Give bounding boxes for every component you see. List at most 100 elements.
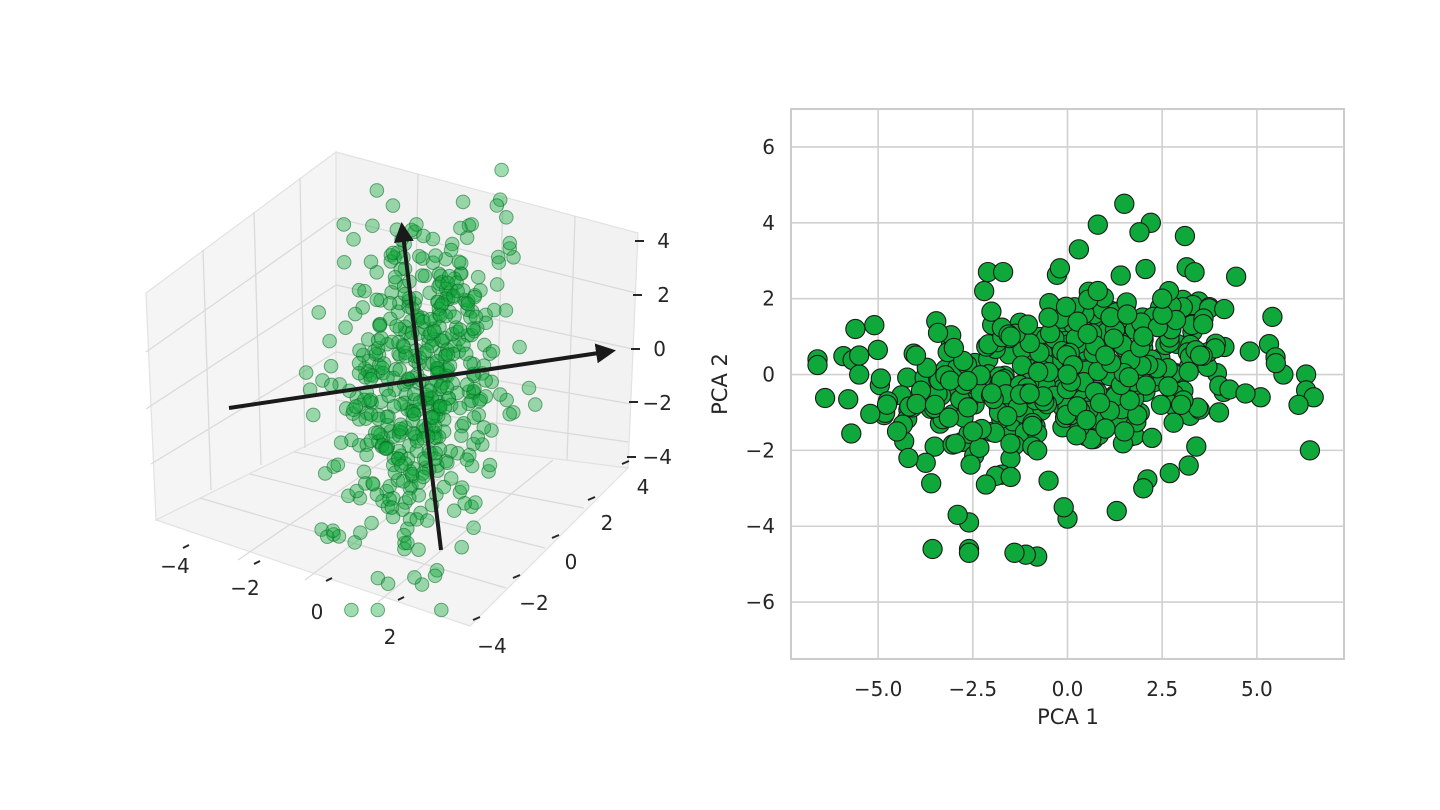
scatter-point-3d [455, 194, 471, 210]
scatter-point-3d [357, 476, 373, 491]
scatter-point-3d [427, 568, 443, 584]
scatter-point-3d [454, 428, 469, 443]
scatter-point [1288, 394, 1309, 416]
scatter-point [958, 542, 980, 563]
scatter-point [864, 315, 885, 336]
x3d-tick-label: 2 [384, 625, 397, 649]
grid-3d-line [495, 196, 504, 453]
scatter-point-3d [352, 490, 368, 506]
scatter-point-3d [394, 458, 409, 474]
x3d-tick-label: −2 [230, 576, 259, 600]
y-tick-label: 6 [762, 135, 775, 159]
scatter-point [927, 322, 949, 343]
scatter-point-3d [374, 330, 389, 346]
scatter-point [1135, 258, 1156, 280]
scatter-point-3d [428, 248, 443, 263]
scatter-point-3d [458, 346, 474, 362]
scatter-point-3d [347, 306, 363, 322]
grid-3d-line [150, 351, 337, 465]
scatter-point [1150, 394, 1172, 415]
scatter-point [1089, 392, 1111, 414]
scatter-point [1184, 262, 1205, 283]
scatter-point-3d [498, 210, 514, 225]
scatter-point-3d [406, 406, 422, 422]
scatter-point [1159, 462, 1180, 484]
scatter-point-3d [427, 418, 443, 434]
scatter-point-3d [425, 231, 441, 247]
scatter-point-3d [363, 407, 379, 422]
scatter-point [945, 433, 966, 454]
scatter-point-3d [351, 282, 367, 298]
scatter-point-3d [384, 500, 400, 515]
scatter-point [1087, 214, 1108, 235]
scatter-point [845, 318, 866, 340]
scatter-point [867, 339, 888, 361]
y-tick-label: 2 [762, 287, 775, 311]
scatter-point [1106, 500, 1127, 522]
scatter-point [1100, 307, 1121, 328]
scatter-point-3d [444, 236, 460, 252]
scatter-point [1214, 298, 1235, 320]
scatter-point-3d [470, 430, 486, 445]
scatter-point-3d [459, 452, 475, 468]
scatter-point-3d [432, 398, 448, 414]
scatter-point [1174, 225, 1196, 247]
scatter-point [938, 407, 960, 428]
scatter-point [860, 403, 881, 425]
scatter-point-3d [506, 249, 521, 265]
scatter-point-3d [464, 217, 479, 232]
scatter-point [1178, 361, 1199, 382]
scatter-point-3d [319, 529, 335, 544]
scatter-point-3d [359, 447, 374, 463]
scatter-point [849, 364, 870, 385]
scatter-point-3d [443, 242, 459, 258]
scatter-point-3d [445, 326, 460, 342]
scatter-point-3d [298, 365, 314, 380]
scatter-point-3d [380, 576, 396, 592]
scatter-point [1141, 427, 1163, 449]
scatter-point [1004, 542, 1025, 563]
z3d-tick-label: 4 [657, 229, 670, 253]
scatter-point-3d [470, 269, 486, 285]
scatter-point-3d [352, 343, 367, 358]
scatter-point-3d [357, 283, 372, 299]
scatter-point-3d [451, 254, 467, 270]
scatter-point-3d [341, 488, 356, 504]
scatter-point-3d [429, 360, 445, 376]
z3d-tick-label: 0 [653, 337, 666, 361]
scatter-point [1000, 466, 1021, 488]
scatter-point [870, 368, 891, 389]
scatter-point-3d [372, 318, 388, 334]
plot-2d: −5.0 −2.5 0.0 2.5 5.0 −6 −4 −2 0 2 4 6 PCA 1 PCA 2 [708, 108, 1345, 729]
scatter-point-3d [498, 303, 514, 318]
scatter-point-3d [521, 380, 537, 396]
scatter-point-3d [457, 496, 472, 511]
scatter-point [1186, 436, 1207, 457]
plot-3d: −4 −2 0 2 −4 −2 0 2 4 −4 −2 0 2 4 [145, 150, 672, 658]
scatter-point [1038, 307, 1059, 328]
scatter-point-3d [409, 512, 425, 527]
scatter-point-3d [485, 343, 501, 359]
scatter-point [981, 383, 1002, 404]
scatter-point-3d [468, 495, 483, 510]
scatter-point [1053, 497, 1074, 518]
scatter-point [1189, 345, 1211, 366]
scatter-point-3d [356, 347, 371, 363]
scatter-point-3d [440, 347, 456, 363]
scatter-point [1170, 394, 1192, 416]
scatter-point [1000, 433, 1021, 454]
scatter-point [1235, 383, 1256, 404]
scatter-point-3d [416, 228, 431, 244]
scatter-point-3d [323, 358, 339, 374]
scatter-point-3d [351, 365, 367, 381]
grid-3d-line [335, 351, 632, 405]
scatter-point [943, 337, 965, 359]
scatter-point-3d [336, 217, 352, 232]
scatter-point [1114, 421, 1135, 442]
grid-3d-line [145, 217, 337, 353]
y-tick-label: 4 [762, 211, 775, 235]
z3d-tick-label: 2 [657, 283, 670, 307]
scatter-point-3d [311, 305, 327, 320]
scatter-point-3d [346, 232, 361, 247]
scatter-point-3d [492, 387, 508, 402]
